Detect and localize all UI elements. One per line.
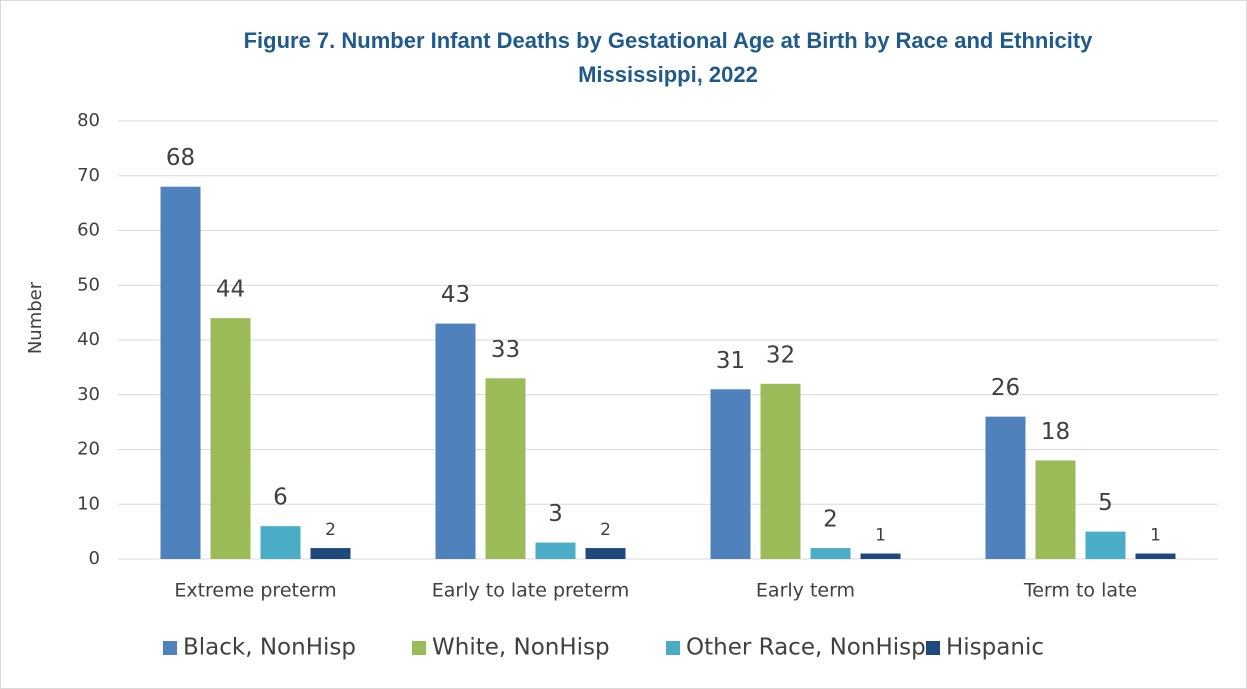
data-label: 2 [325,520,336,540]
data-label: 43 [441,282,470,308]
data-label: 6 [273,485,288,511]
y-tick-label: 20 [77,439,100,460]
y-axis-label: Number [25,281,46,354]
x-tick-label: Term to late [1023,580,1137,602]
data-label: 68 [166,145,195,171]
legend-label: Hispanic [946,635,1044,661]
legend-swatch [412,641,426,655]
data-label: 33 [491,337,520,363]
data-label: 31 [716,348,745,374]
bar [160,186,201,559]
x-tick-label: Extreme preterm [174,580,336,602]
y-tick-label: 70 [77,165,100,186]
legend-label: White, NonHisp [432,635,610,661]
y-tick-label: 40 [77,329,100,350]
data-label: 2 [823,507,838,533]
bar [1135,553,1176,559]
bar [760,383,801,559]
bar [485,378,526,559]
legend-swatch [926,641,940,655]
data-label: 44 [216,277,245,303]
data-label: 1 [1150,526,1161,546]
bar [210,318,251,559]
bar [310,548,351,559]
y-tick-label: 0 [89,548,100,569]
data-label: 2 [600,520,611,540]
y-tick-label: 30 [77,384,100,405]
bar [1085,531,1126,559]
legend-label: Black, NonHisp [183,635,356,661]
bar [985,416,1026,559]
data-label: 32 [766,342,795,368]
data-label: 18 [1041,419,1070,445]
bar [260,526,301,559]
bar [1035,460,1076,559]
bar [435,323,476,559]
legend-swatch [163,641,177,655]
y-tick-label: 80 [77,110,100,131]
chart-title: Figure 7. Number Infant Deaths by Gestat… [244,28,1094,53]
y-tick-label: 50 [77,274,100,295]
legend-label: Other Race, NonHisp [686,635,926,661]
data-label: 3 [548,501,563,527]
x-tick-label: Early term [756,580,855,602]
bar [585,548,626,559]
bar [860,553,901,559]
bar [810,548,851,559]
chart-subtitle: Mississippi, 2022 [578,62,758,87]
y-tick-label: 60 [77,220,100,241]
data-label: 26 [991,375,1020,401]
y-tick-label: 10 [77,493,100,514]
legend-swatch [666,641,680,655]
bar [710,389,751,559]
bar [535,542,576,559]
data-label: 5 [1098,490,1113,516]
x-tick-label: Early to late preterm [432,580,630,602]
data-label: 1 [875,526,886,546]
